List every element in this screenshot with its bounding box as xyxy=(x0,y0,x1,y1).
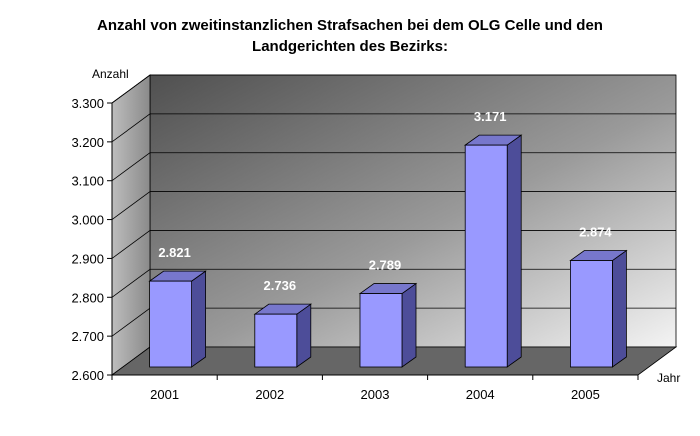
x-tick-label-2002: 2002 xyxy=(255,387,284,402)
bar-side-2003 xyxy=(401,282,417,368)
gridline-side xyxy=(111,230,151,259)
bar-2005 xyxy=(570,260,613,368)
gridline-side xyxy=(111,113,151,143)
y-tick-label: 2.700 xyxy=(71,329,104,344)
x-tick-label-2004: 2004 xyxy=(466,387,495,402)
bar-2003 xyxy=(359,293,403,368)
x-tick-label-2001: 2001 xyxy=(150,387,179,402)
chart-title-line-2: Landgerichten des Bezirks: xyxy=(252,38,448,55)
bar-side-2001 xyxy=(191,270,207,368)
y-axis-title: Anzahl xyxy=(92,67,129,81)
x-tick-label-2005: 2005 xyxy=(571,387,600,402)
y-tick-label: 2.600 xyxy=(71,368,104,383)
data-label-2005: 2.874 xyxy=(579,225,612,240)
y-tick-label: 3.100 xyxy=(71,174,104,189)
y-tick-label: 3.300 xyxy=(71,96,104,111)
bar-side-2004 xyxy=(506,134,522,368)
gridline-side xyxy=(111,191,151,220)
side-wall xyxy=(111,74,151,376)
gridline-side xyxy=(111,307,151,337)
plot-area: 2.600 2.700 2.800 2.900 3.000 3.100 3.200 3.300… xyxy=(71,74,678,402)
gridline-side xyxy=(111,74,151,104)
chart-title-line-1: Anzahl von zweitinstanzlichen Strafsache… xyxy=(97,17,603,34)
bar-2004 xyxy=(464,144,508,368)
gridline-side xyxy=(111,268,151,298)
data-label-2004: 3.171 xyxy=(474,109,507,124)
gridline-side xyxy=(111,152,151,182)
x-tick-label-2003: 2003 xyxy=(361,387,390,402)
data-label-2001: 2.821 xyxy=(158,245,191,260)
y-tick-label: 3.000 xyxy=(71,213,104,228)
y-tick-label: 3.200 xyxy=(71,135,104,150)
bar-side-2002 xyxy=(296,303,312,368)
y-tick-label: 2.800 xyxy=(71,290,104,305)
x-axis-title: Jahr xyxy=(657,371,680,385)
bar-2002 xyxy=(254,313,298,368)
data-label-2002: 2.736 xyxy=(264,278,297,293)
bar-side-2005 xyxy=(612,249,627,368)
data-label-2003: 2.789 xyxy=(369,258,402,273)
bar-2001 xyxy=(149,280,193,368)
y-tick-label: 2.900 xyxy=(71,251,104,266)
